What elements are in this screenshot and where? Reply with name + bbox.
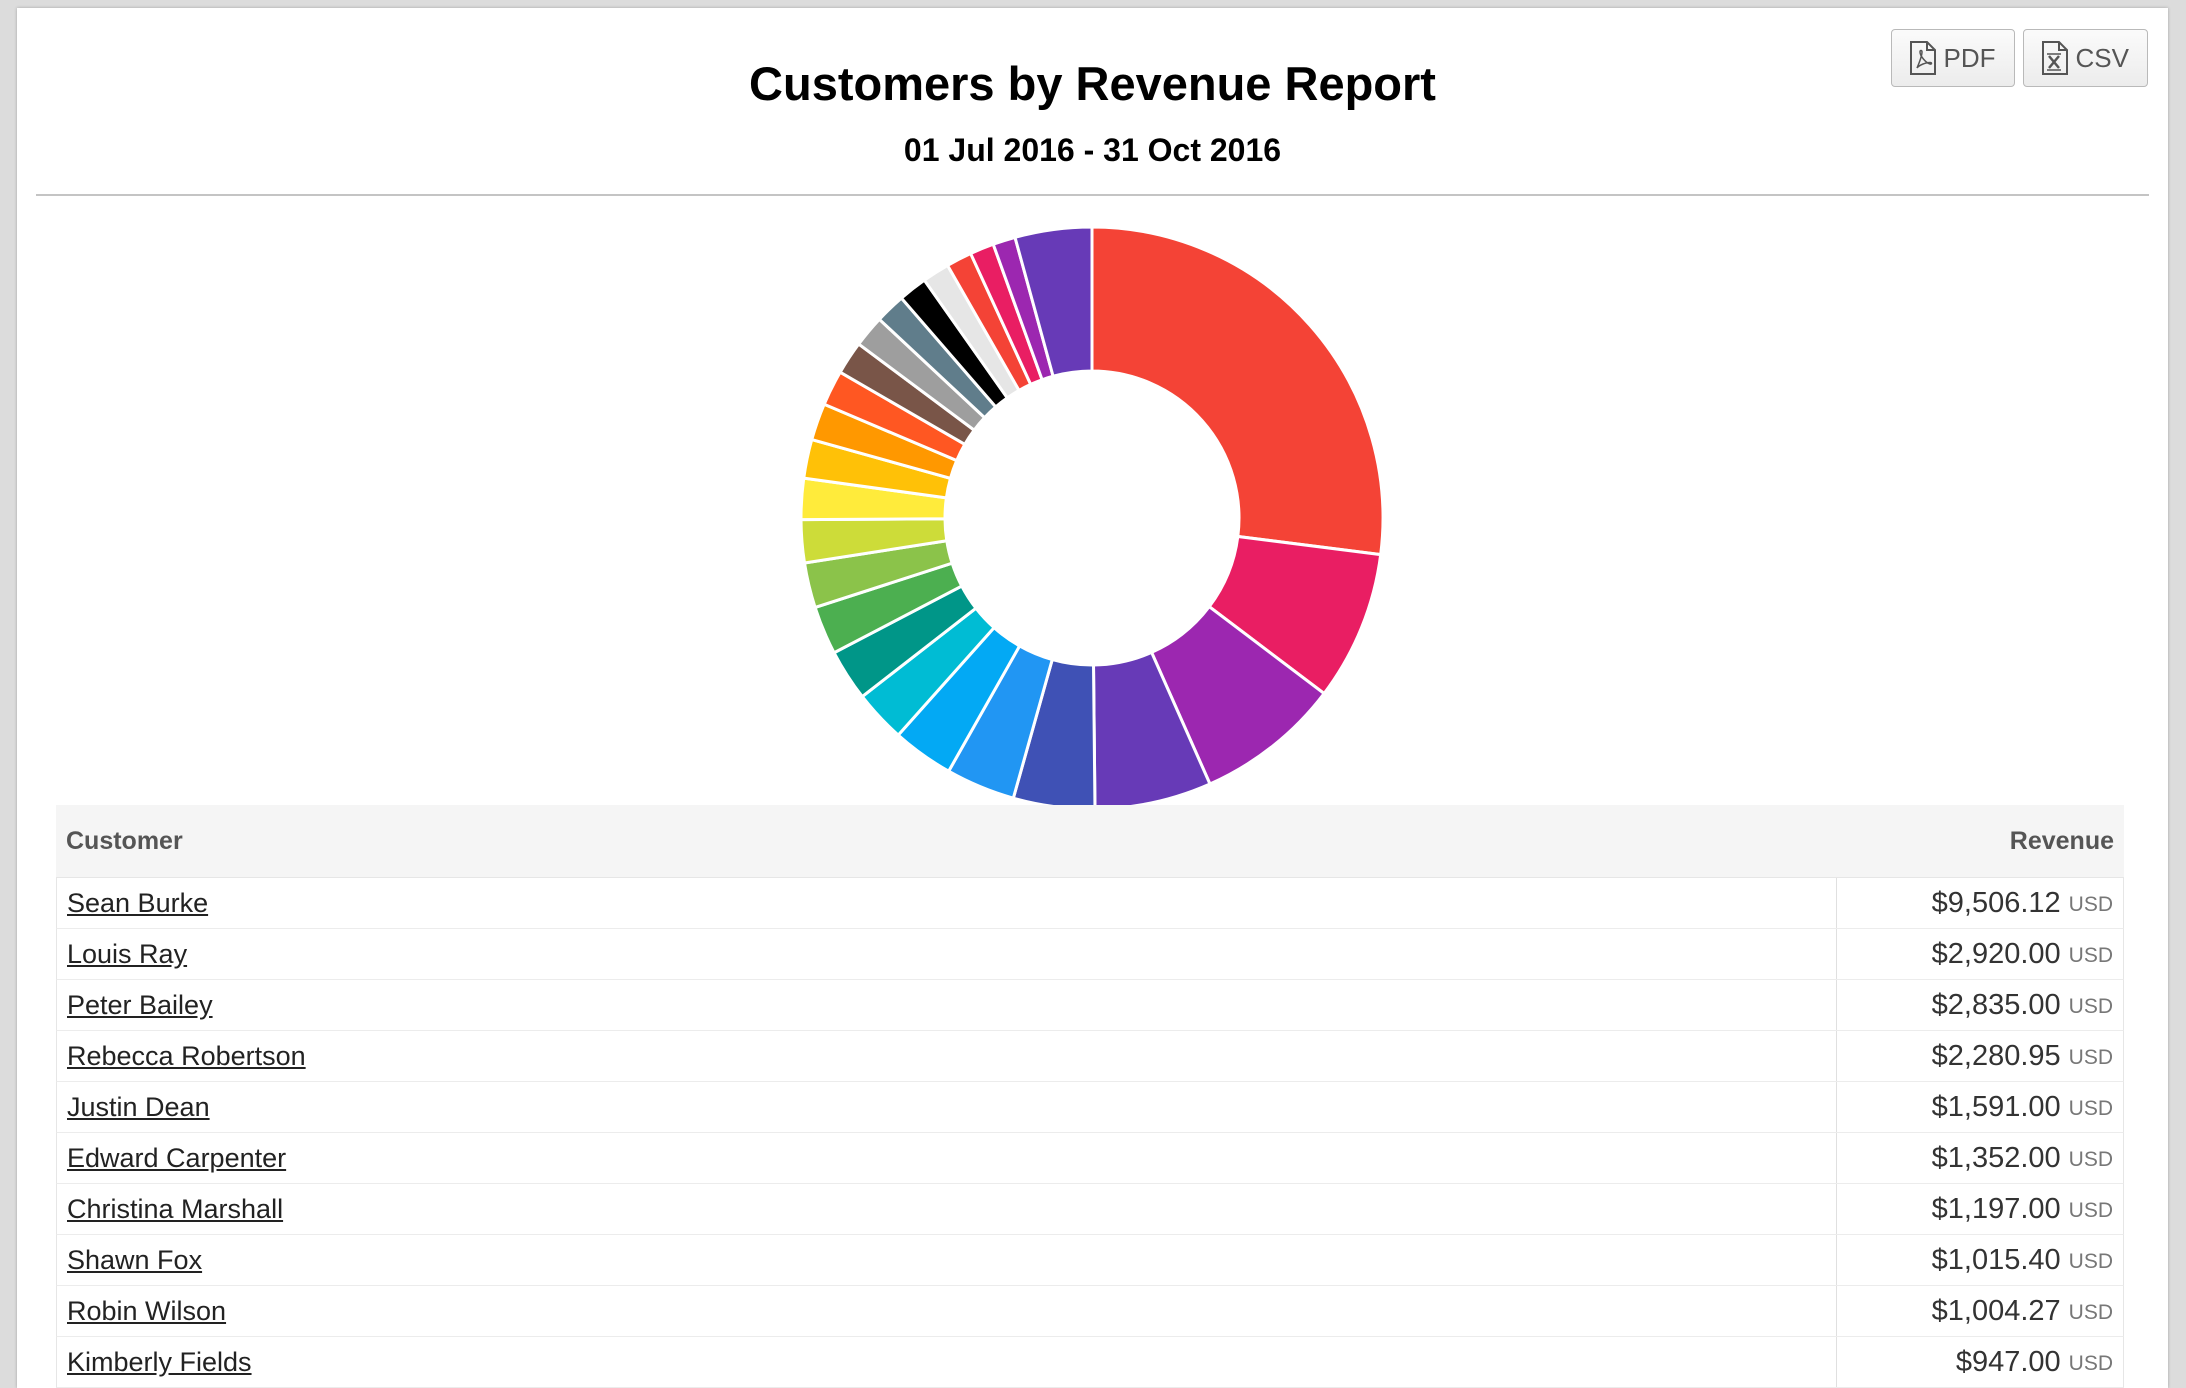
revenue-amount: $2,280.95: [1931, 1039, 2061, 1072]
customer-cell: Robin Wilson: [57, 1286, 1837, 1336]
revenue-amount: $1,004.27: [1931, 1294, 2061, 1327]
table-row: Edward Carpenter $1,352.00 USD: [56, 1133, 2124, 1184]
revenue-cell: $1,015.40 USD: [1837, 1235, 2123, 1285]
customer-link[interactable]: Robin Wilson: [67, 1295, 227, 1326]
revenue-cell: $1,352.00 USD: [1837, 1133, 2123, 1183]
revenue-amount: $2,920.00: [1931, 937, 2061, 970]
revenue-amount: $1,352.00: [1931, 1141, 2061, 1174]
revenue-currency: USD: [2068, 995, 2113, 1018]
revenue-cell: $1,197.00 USD: [1837, 1184, 2123, 1234]
revenue-cell: $9,506.12 USD: [1837, 878, 2123, 928]
revenue-cell: $2,920.00 USD: [1837, 929, 2123, 979]
customer-cell: Sean Burke: [57, 878, 1837, 928]
revenue-amount: $1,591.00: [1931, 1090, 2061, 1123]
revenue-cell: $1,591.00 USD: [1837, 1082, 2123, 1132]
donut-slice[interactable]: [1013, 225, 1094, 379]
export-pdf-label: PDF: [1943, 42, 1996, 73]
customer-cell: Rebecca Robertson: [57, 1031, 1837, 1081]
table-row: Louis Ray $2,920.00 USD: [56, 929, 2124, 980]
table-row: Robin Wilson $1,004.27 USD: [56, 1286, 2124, 1337]
export-buttons: PDF CSV: [1890, 29, 2148, 87]
table-row: Rebecca Robertson $2,280.95 USD: [56, 1031, 2124, 1082]
revenue-currency: USD: [2068, 1352, 2113, 1375]
table-row: Sean Burke $9,506.12 USD: [56, 878, 2124, 929]
header-divider: [36, 194, 2149, 196]
customer-link[interactable]: Kimberly Fields: [67, 1346, 252, 1377]
customer-cell: Justin Dean: [57, 1082, 1837, 1132]
report-page: PDF CSV Customers by Revenue Report 01 J…: [17, 8, 2168, 1388]
table-row: Justin Dean $1,591.00 USD: [56, 1082, 2124, 1133]
pdf-file-icon: [1909, 41, 1936, 75]
revenue-amount: $1,015.40: [1931, 1243, 2061, 1276]
revenue-amount: $1,197.00: [1931, 1192, 2061, 1225]
customer-cell: Kimberly Fields: [57, 1337, 1837, 1387]
export-pdf-button[interactable]: PDF: [1890, 29, 2015, 87]
customer-link[interactable]: Edward Carpenter: [67, 1142, 287, 1173]
table-row: Peter Bailey $2,835.00 USD: [56, 980, 2124, 1031]
revenue-currency: USD: [2068, 944, 2113, 967]
customer-cell: Christina Marshall: [57, 1184, 1837, 1234]
table-header: Customer Revenue: [56, 805, 2124, 878]
revenue-amount: $9,506.12: [1931, 886, 2061, 919]
report-title: Customers by Revenue Report: [749, 57, 1436, 110]
export-csv-label: CSV: [2075, 42, 2129, 73]
revenue-donut-chart: [799, 225, 1385, 811]
revenue-cell: $2,835.00 USD: [1837, 980, 2123, 1030]
revenue-currency: USD: [2068, 1250, 2113, 1273]
revenue-cell: $947.00 USD: [1837, 1337, 2123, 1387]
revenue-amount: $947.00: [1955, 1345, 2061, 1378]
column-header-revenue: Revenue: [2009, 826, 2114, 855]
revenue-currency: USD: [2068, 1148, 2113, 1171]
customer-cell: Edward Carpenter: [57, 1133, 1837, 1183]
report-date-range: 01 Jul 2016 - 31 Oct 2016: [903, 132, 1282, 168]
customer-cell: Shawn Fox: [57, 1235, 1837, 1285]
customer-link[interactable]: Peter Bailey: [67, 989, 213, 1020]
donut-slice[interactable]: [1090, 225, 1385, 557]
customer-link[interactable]: Rebecca Robertson: [67, 1040, 306, 1071]
revenue-currency: USD: [2068, 1097, 2113, 1120]
spreadsheet-file-icon: [2041, 41, 2068, 75]
customer-link[interactable]: Louis Ray: [67, 938, 188, 969]
customer-cell: Peter Bailey: [57, 980, 1837, 1030]
customer-link[interactable]: Sean Burke: [67, 887, 209, 918]
customer-link[interactable]: Shawn Fox: [67, 1244, 203, 1275]
revenue-amount: $2,835.00: [1931, 988, 2061, 1021]
column-header-customer: Customer: [66, 826, 183, 855]
customer-cell: Louis Ray: [57, 929, 1837, 979]
customer-link[interactable]: Justin Dean: [67, 1091, 210, 1122]
export-csv-button[interactable]: CSV: [2022, 29, 2148, 87]
table-row: Christina Marshall $1,197.00 USD: [56, 1184, 2124, 1235]
revenue-currency: USD: [2068, 1199, 2113, 1222]
revenue-currency: USD: [2068, 1301, 2113, 1324]
revenue-table: Customer Revenue Sean Burke $9,506.12 USD L…: [56, 805, 2124, 1388]
table-row: Shawn Fox $1,015.40 USD: [56, 1235, 2124, 1286]
revenue-cell: $2,280.95 USD: [1837, 1031, 2123, 1081]
table-row: Kimberly Fields $947.00 USD: [56, 1337, 2124, 1388]
customer-link[interactable]: Christina Marshall: [67, 1193, 284, 1224]
revenue-cell: $1,004.27 USD: [1837, 1286, 2123, 1336]
revenue-currency: USD: [2068, 1046, 2113, 1069]
revenue-currency: USD: [2068, 893, 2113, 916]
table-body: Sean Burke $9,506.12 USD Louis Ray $2,920.00…: [56, 878, 2124, 1388]
